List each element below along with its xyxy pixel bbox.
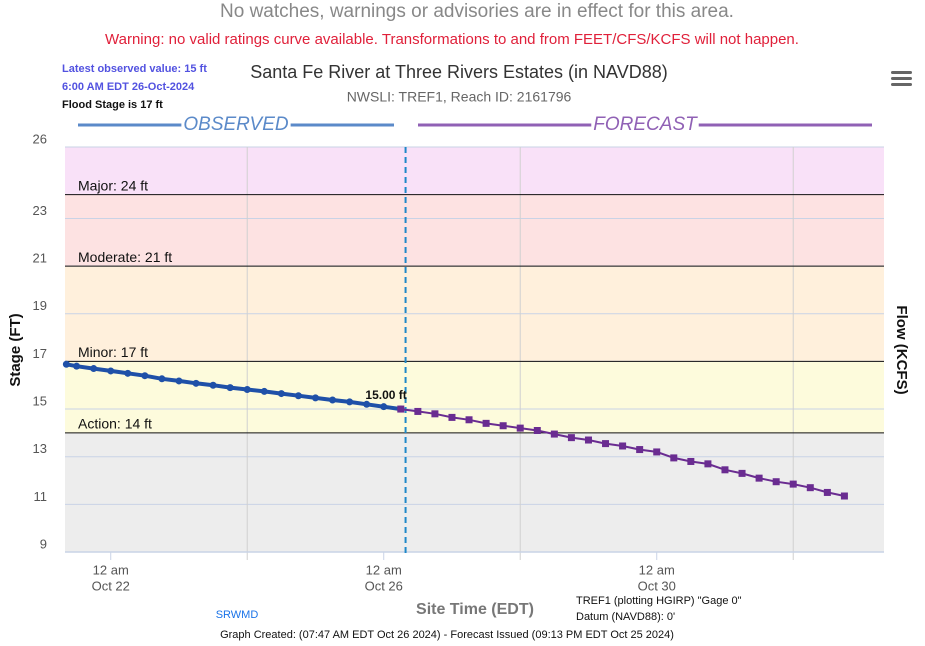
- forecast-point: [840, 492, 848, 500]
- observed-point: [141, 372, 149, 380]
- x-tick-label: Oct 30: [638, 578, 676, 593]
- datum-info: Datum (NAVD88): 0': [576, 611, 675, 623]
- y-tick-label: 9: [40, 536, 47, 551]
- observed-point: [90, 365, 98, 373]
- forecast-point: [789, 480, 797, 488]
- chart-subtitle: NWSLI: TREF1, Reach ID: 2161796: [347, 89, 572, 105]
- observed-point: [294, 392, 302, 400]
- forecast-point: [687, 457, 695, 465]
- legend-label: FORECAST: [593, 114, 698, 135]
- source-link[interactable]: SRWMD: [216, 609, 259, 621]
- forecast-point: [465, 416, 473, 424]
- forecast-point: [619, 442, 627, 450]
- y-tick-label: 15: [33, 393, 47, 408]
- x-tick-label: Oct 22: [92, 578, 130, 593]
- info-flood: Flood Stage is 17 ft: [62, 99, 163, 111]
- forecast-point: [431, 410, 439, 418]
- gage-info: TREF1 (plotting HGIRP) "Gage 0": [576, 595, 742, 607]
- x-tick-label: 12 am: [366, 562, 402, 577]
- forecast-point: [567, 434, 575, 442]
- observed-point: [158, 375, 166, 383]
- forecast-point: [448, 413, 456, 421]
- flood-band: [65, 194, 884, 267]
- forecast-point: [602, 440, 610, 448]
- y-axis-title: Stage (FT): [7, 313, 24, 386]
- forecast-point: [653, 448, 661, 456]
- forecast-point: [397, 405, 405, 413]
- forecast-point: [738, 469, 746, 477]
- flood-band: [65, 361, 884, 433]
- y-tick-label: 23: [33, 203, 47, 218]
- y-tick-label: 26: [33, 131, 47, 146]
- observed-point: [243, 386, 251, 394]
- observed-point: [380, 403, 388, 411]
- observed-point: [192, 379, 200, 387]
- info-time: 6:00 AM EDT 26-Oct-2024: [62, 81, 195, 93]
- forecast-point: [550, 430, 558, 438]
- chart-title: Santa Fe River at Three Rivers Estates (…: [250, 62, 668, 82]
- forecast-point: [482, 419, 490, 427]
- warning: Warning: no valid ratings curve availabl…: [105, 31, 799, 48]
- observed-point: [62, 360, 70, 368]
- point-label: 15.00 ft: [365, 388, 406, 402]
- menu-bar: [891, 83, 912, 86]
- forecast-point: [414, 407, 422, 415]
- observed-point: [73, 362, 81, 370]
- menu-button[interactable]: [888, 66, 914, 90]
- forecast-point: [704, 460, 712, 468]
- menu-bar: [891, 77, 912, 80]
- forecast-point: [516, 424, 524, 432]
- y-tick-label: 19: [33, 298, 47, 313]
- forecast-point: [636, 446, 644, 454]
- y2-axis-title: Flow (KCFS): [893, 305, 910, 394]
- flood-stage-label: Minor: 17 ft: [78, 344, 148, 360]
- flood-stage-label: Action: 14 ft: [78, 416, 152, 432]
- forecast-point: [806, 484, 814, 492]
- footer: Graph Created: (07:47 AM EDT Oct 26 2024…: [220, 629, 674, 641]
- flood-stage-label: Major: 24 ft: [78, 177, 148, 193]
- observed-point: [107, 367, 115, 375]
- observed-point: [226, 384, 234, 392]
- flood-band: [65, 147, 884, 195]
- observed-point: [124, 369, 132, 377]
- info-latest: Latest observed value: 15 ft: [62, 63, 207, 75]
- observed-point: [346, 398, 354, 406]
- observed-point: [277, 390, 285, 398]
- forecast-point: [670, 454, 678, 462]
- forecast-point: [823, 488, 831, 496]
- observed-point: [260, 387, 268, 395]
- x-tick-label: 12 am: [639, 562, 675, 577]
- observed-point: [209, 381, 217, 389]
- y-tick-label: 17: [33, 346, 47, 361]
- x-tick-label: 12 am: [93, 562, 129, 577]
- menu-bar: [891, 71, 912, 74]
- forecast-point: [533, 427, 541, 434]
- flood-stage-label: Moderate: 21 ft: [78, 249, 172, 265]
- notice: No watches, warnings or advisories are i…: [220, 1, 734, 22]
- band-below: [65, 432, 884, 552]
- forecast-point: [499, 422, 507, 430]
- legend-label: OBSERVED: [183, 114, 289, 135]
- observed-point: [363, 400, 371, 408]
- forecast-point: [584, 436, 592, 444]
- x-tick-label: Oct 26: [365, 578, 403, 593]
- x-axis-title: Site Time (EDT): [416, 601, 534, 618]
- observed-point: [311, 394, 319, 402]
- y-tick-label: 11: [34, 489, 48, 504]
- y-tick-label: 21: [33, 251, 47, 266]
- observed-point: [175, 377, 183, 385]
- forecast-point: [721, 466, 729, 474]
- observed-point: [329, 396, 337, 404]
- forecast-point: [772, 478, 780, 486]
- forecast-point: [755, 474, 763, 482]
- y-tick-label: 13: [33, 441, 47, 456]
